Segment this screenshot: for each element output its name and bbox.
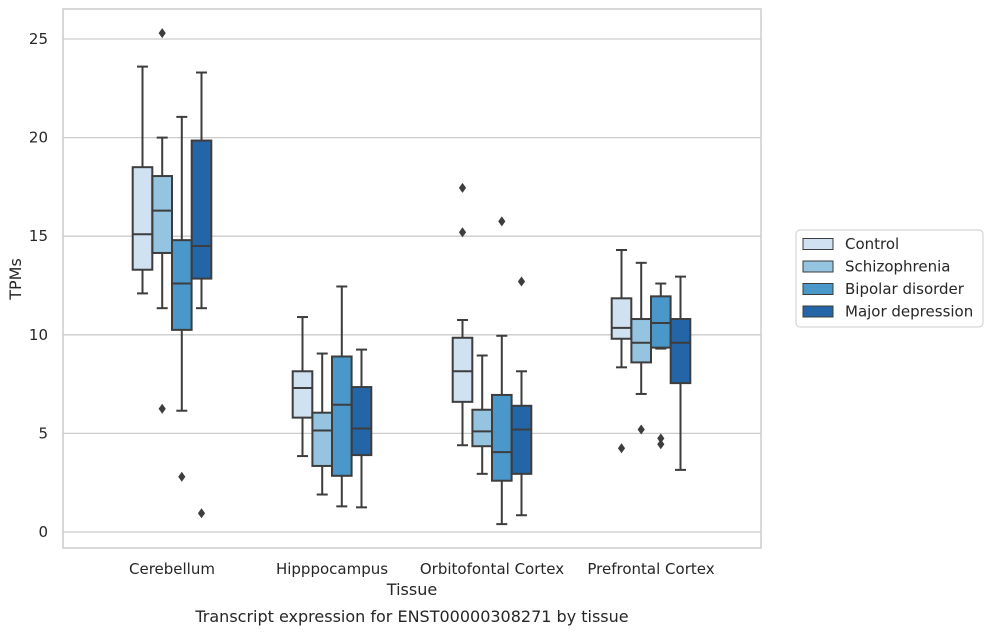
outlier-point — [498, 216, 506, 227]
box-plot-layer — [131, 28, 692, 526]
plot-frame — [62, 8, 762, 549]
y-tick-label: 25 — [29, 30, 48, 48]
box — [510, 404, 533, 475]
box — [311, 411, 333, 467]
box-group — [190, 71, 213, 519]
x-tick-label: Prefrontal Cortex — [587, 560, 714, 578]
legend-label: Control — [845, 235, 899, 253]
outlier-point — [458, 182, 467, 193]
x-axis-label: Tissue — [386, 580, 437, 599]
y-tick-labels: 0 5 10 15 20 25 — [29, 30, 48, 541]
box — [350, 386, 373, 457]
box-group — [491, 216, 513, 526]
box-group — [131, 65, 154, 295]
x-tick-label: Cerebellum — [129, 560, 215, 578]
box-group — [650, 282, 672, 450]
legend-swatch — [802, 238, 834, 250]
box — [669, 318, 692, 385]
legend-label: Bipolar disorder — [845, 280, 965, 298]
box-group — [291, 316, 314, 458]
box — [451, 336, 474, 403]
outlier-point — [178, 471, 186, 482]
x-tick-labels: Cerebellum Hipppocampus Orbitofontal Corte… — [129, 560, 715, 578]
box — [610, 297, 633, 340]
outlier-point — [517, 276, 526, 287]
legend-swatch — [802, 305, 834, 318]
outlier-point — [458, 227, 467, 238]
legend: Control Schizophrenia Bipolar disorder Majo… — [795, 229, 984, 328]
box-group — [350, 348, 373, 509]
box — [291, 370, 314, 419]
box — [151, 175, 173, 254]
box — [131, 166, 154, 271]
box-group — [510, 276, 533, 517]
box-group — [669, 275, 692, 471]
box — [491, 393, 513, 482]
y-tick-label: 0 — [38, 523, 48, 541]
outlier-point — [158, 28, 166, 39]
outlier-point — [617, 443, 626, 454]
y-tick-label: 20 — [29, 129, 48, 147]
box — [630, 318, 653, 364]
legend-label: Major depression — [845, 303, 973, 321]
legend-swatch — [802, 260, 834, 273]
legend-label: Schizophrenia — [845, 258, 950, 276]
box-group — [311, 352, 333, 496]
chart-title: Transcript expression for ENST0000030827… — [194, 607, 628, 626]
box-group — [151, 28, 173, 414]
legend-frame — [795, 229, 984, 328]
box-group — [630, 261, 653, 435]
y-tick-label: 10 — [29, 326, 48, 344]
outlier-point — [637, 424, 645, 435]
box-group — [451, 182, 474, 447]
legend-swatch — [802, 283, 834, 295]
outlier-point — [657, 433, 665, 444]
box — [171, 239, 193, 331]
box — [471, 408, 493, 448]
y-tick-label: 15 — [29, 227, 48, 245]
y-axis-label: TPMs — [6, 258, 25, 301]
box-group — [171, 115, 193, 482]
x-tick-label: Hipppocampus — [276, 560, 388, 578]
outlier-point — [158, 403, 166, 414]
outlier-point — [197, 508, 206, 519]
grid-lines — [63, 38, 761, 533]
outlier-point — [657, 439, 665, 450]
y-tick-label: 5 — [38, 424, 48, 442]
x-tick-label: Orbitofontal Cortex — [420, 560, 564, 578]
box — [190, 139, 213, 280]
box-group — [331, 285, 353, 508]
box-group — [471, 354, 493, 475]
box-group — [610, 249, 633, 454]
box — [331, 355, 353, 477]
